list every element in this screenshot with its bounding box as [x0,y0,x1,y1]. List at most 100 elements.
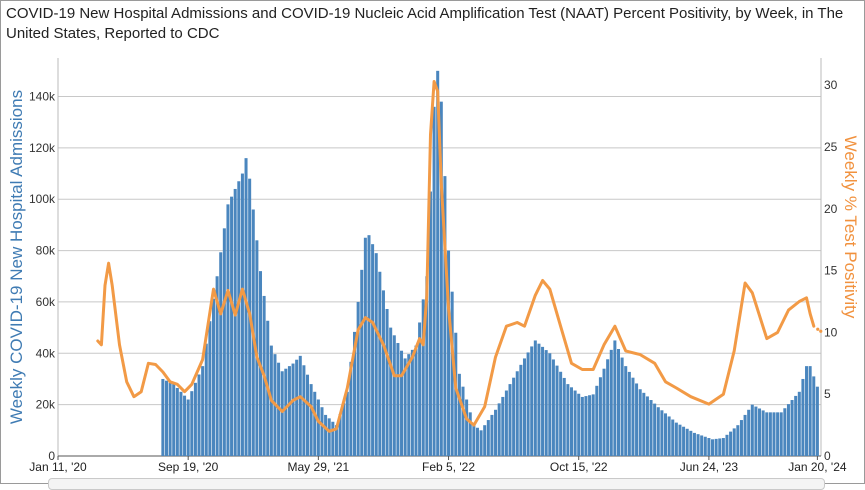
admissions-bar [573,390,577,456]
y2-axis-title: Weekly % Test Positivity [841,136,860,319]
admissions-bar [345,391,349,456]
admissions-bar [685,428,689,456]
admissions-bar [805,366,809,456]
y2-tick-label: 10 [824,325,838,339]
admissions-bar [602,368,606,456]
admissions-bar [237,181,241,456]
y-tick-label: 60k [36,295,56,309]
admissions-bar [425,276,429,456]
admissions-bar [812,376,816,456]
admissions-bar [320,407,324,456]
admissions-bar [515,371,519,456]
x-tick-label: Feb 5, '22 [422,460,475,474]
admissions-bar [193,382,197,456]
admissions-bar [363,237,367,456]
admissions-bar [700,435,704,456]
admissions-bar [530,346,534,456]
admissions-bar [779,412,783,456]
admissions-bar [667,416,671,456]
y-tick-label: 80k [36,244,56,258]
admissions-bar [497,403,501,456]
y2-tick-label: 20 [824,202,838,216]
admissions-bar [551,359,555,456]
admissions-bar [222,228,226,456]
admissions-bar [186,399,190,456]
y-tick-label: 40k [36,346,56,360]
admissions-bar [501,396,505,456]
admissions-bar [475,427,479,456]
admissions-bar [353,331,357,456]
admissions-bar [432,106,436,456]
admissions-bar [537,343,541,456]
admissions-bar [776,412,780,456]
admissions-bar [519,364,523,456]
admissions-bar [396,343,400,456]
admissions-bar [468,412,472,456]
admissions-bar [454,332,458,456]
y2-tick-label: 0 [824,449,831,463]
admissions-bar [533,340,537,456]
admissions-bar [284,368,288,456]
y-tick-label: 140k [29,90,56,104]
y-tick-label: 120k [29,141,56,155]
admissions-bar [244,158,248,456]
admissions-bar [736,425,740,456]
y2-tick-label: 5 [824,387,831,401]
admissions-bar [324,414,328,456]
admissions-bar [356,301,360,456]
admissions-bar [555,365,559,456]
admissions-bar [696,434,700,456]
admissions-bar [414,345,418,456]
admissions-bar [504,390,508,456]
admissions-bar [418,322,422,456]
admissions-bar [562,377,566,456]
admissions-bar [707,438,711,456]
admissions-bar [653,403,657,456]
admissions-bar [374,253,378,456]
chart-title: COVID-19 New Hospital Admissions and COV… [6,5,844,42]
admissions-bar [627,371,631,456]
admissions-bar [616,349,621,456]
admissions-bar [761,410,765,456]
admissions-bar [439,101,443,456]
admissions-bar [797,391,801,456]
admissions-bar [428,191,432,456]
admissions-bar [197,374,201,456]
admissions-bar [678,424,682,456]
admissions-bar [642,392,646,456]
y-tick-label: 100k [29,192,56,206]
y-axis-title: Weekly COVID-19 New Hospital Admissions [7,90,26,424]
x-tick-label: Jan 11, '20 [29,460,87,474]
admissions-bar [580,396,584,456]
admissions-bar [794,395,798,456]
admissions-bar [472,425,476,456]
admissions-bar [483,425,487,456]
admissions-bar [569,387,573,456]
admissions-bar [786,404,790,456]
admissions-bar [750,404,754,456]
admissions-bar [367,235,371,456]
admissions-bar [801,378,805,456]
y2-tick-label: 25 [824,140,838,154]
admissions-bar [732,428,736,456]
admissions-bar [161,378,165,456]
admissions-bar [313,391,317,456]
admissions-bar [306,374,310,456]
admissions-bar [450,291,454,456]
admissions-bar [635,383,639,456]
admissions-bar [638,389,642,456]
horizontal-scrollbar[interactable] [48,478,825,490]
admissions-bar [175,387,179,456]
admissions-bar [486,420,490,456]
admissions-bar [327,418,331,456]
positivity-tail-dot [819,329,823,333]
admissions-bar [606,359,610,456]
admissions-bar [577,393,581,456]
admissions-bar [714,438,718,456]
admissions-bar [674,422,678,456]
admissions-bar [772,412,776,456]
admissions-bar [230,196,234,456]
admissions-bar [711,439,715,456]
x-tick-label: May 29, '21 [288,460,350,474]
